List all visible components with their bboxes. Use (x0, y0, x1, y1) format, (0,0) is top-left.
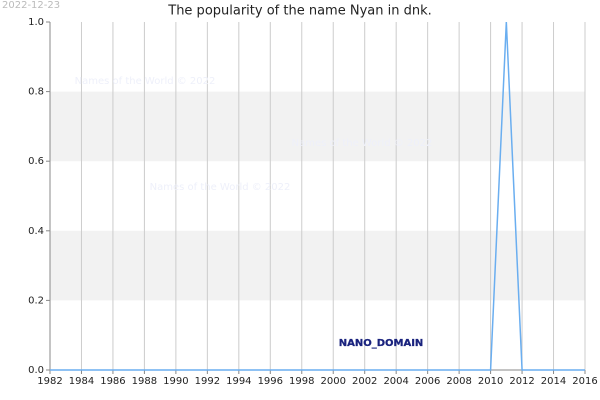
y-tick-label: 0.8 (28, 87, 44, 98)
x-tick-label: 2008 (446, 376, 471, 387)
grid-band (50, 230, 585, 301)
chart-title: The popularity of the name Nyan in dnk. (167, 4, 432, 19)
x-tick-label: 2010 (478, 376, 503, 387)
x-tick-label: 2012 (509, 376, 534, 387)
x-tick-label: 2016 (572, 376, 597, 387)
watermark: Names of the World © 2022 (75, 76, 216, 87)
x-tick-label: 1986 (100, 376, 125, 387)
annotation: NANO_DOMAIN (339, 338, 424, 349)
y-tick-label: 0.4 (28, 226, 44, 237)
x-tick-label: 2004 (383, 376, 408, 387)
watermark: Names of the World © 2022 (292, 138, 433, 149)
x-tick-label: 2000 (321, 376, 346, 387)
x-tick-label: 1994 (226, 376, 251, 387)
date-stamp: 2022-12-23 (2, 0, 60, 11)
x-tick-label: 2002 (352, 376, 377, 387)
y-tick-label: 0.6 (28, 156, 44, 167)
x-tick-label: 1996 (258, 376, 283, 387)
x-tick-label: 1998 (289, 376, 314, 387)
x-tick-label: 2014 (541, 376, 566, 387)
x-tick-label: 2006 (415, 376, 440, 387)
y-tick-label: 1.0 (28, 17, 44, 28)
x-tick-label: 1984 (69, 376, 94, 387)
x-tick-label: 1988 (132, 376, 157, 387)
x-tick-label: 1990 (163, 376, 188, 387)
x-tick-label: 1992 (195, 376, 220, 387)
line (50, 21, 585, 371)
grid-band (50, 91, 585, 162)
watermark: Names of the World © 2022 (150, 182, 291, 193)
y-tick-label: 0.0 (28, 365, 44, 376)
y-tick-label: 0.2 (28, 295, 44, 306)
x-tick-label: 1982 (37, 376, 62, 387)
